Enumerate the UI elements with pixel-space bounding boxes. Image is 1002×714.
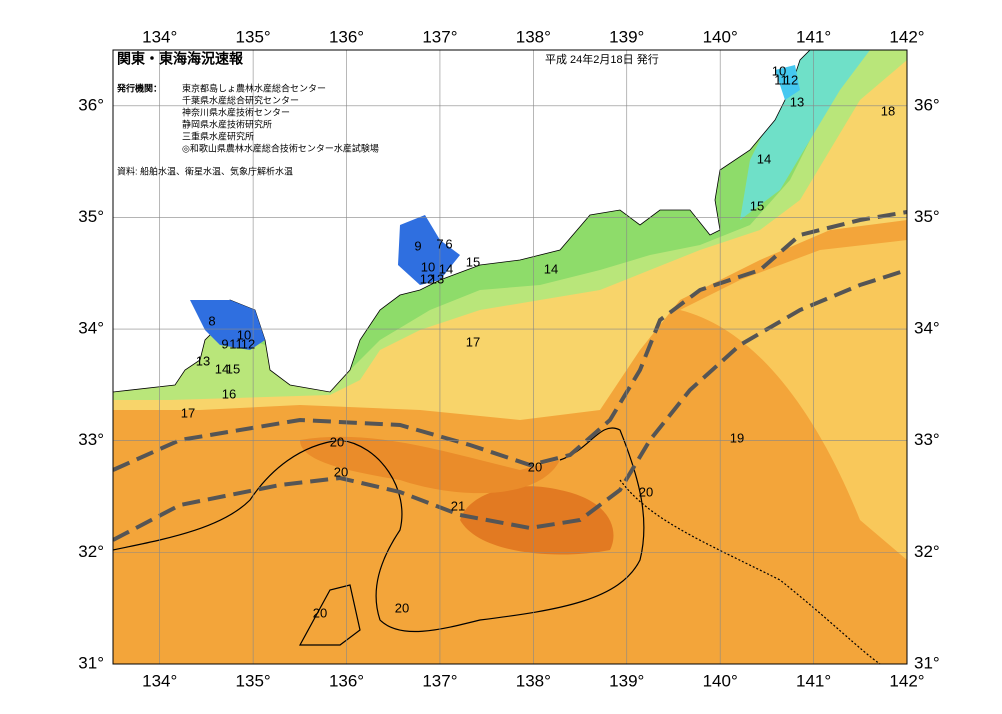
contour-label: 18 bbox=[881, 103, 895, 118]
lon-label-bottom: 136° bbox=[329, 671, 364, 690]
lat-label-right: 31° bbox=[914, 653, 940, 672]
lon-label-bottom: 134° bbox=[142, 671, 177, 690]
contour-label: 11 bbox=[774, 72, 788, 87]
issue-date: 平成 24年2月18日 発行 bbox=[545, 52, 659, 66]
osaka-bay bbox=[190, 300, 265, 350]
lat-label-left: 36° bbox=[78, 95, 104, 114]
publisher-name: 神奈川県水産技術センター bbox=[182, 106, 290, 117]
contours bbox=[113, 427, 881, 664]
lon-label-top: 140° bbox=[703, 27, 738, 46]
contour-label: 20 bbox=[528, 459, 542, 474]
lon-label-bottom: 141° bbox=[796, 671, 831, 690]
contour-label: 12 bbox=[420, 271, 434, 286]
contour-label: 10 bbox=[772, 63, 786, 78]
publisher-name: 千葉県水産総合研究センター bbox=[182, 94, 299, 105]
contour-label: 20 bbox=[395, 600, 409, 615]
publisher-label: 発行機関： bbox=[116, 82, 162, 93]
contour-label: 13 bbox=[196, 353, 210, 368]
contour-label: 17 bbox=[466, 334, 480, 349]
contour-label: 15 bbox=[466, 254, 480, 269]
contour-label: 14 bbox=[757, 151, 771, 166]
publisher-name: 東京都島しょ農林水産総合センター bbox=[182, 82, 326, 93]
contour-label: 9 bbox=[414, 238, 421, 253]
contour-label: 21 bbox=[451, 498, 465, 513]
frame bbox=[112, 49, 908, 665]
axis-labels: 134° 134° 135° 135° 136° 136° 137° 137° 138° 138°… bbox=[78, 27, 939, 690]
contour-label: 17 bbox=[181, 405, 195, 420]
lat-label-left: 31° bbox=[78, 653, 104, 672]
contour-20 bbox=[113, 427, 645, 633]
publisher-name: ◎和歌山県農林水産総合技術センター水産試験場 bbox=[182, 142, 379, 153]
graticule bbox=[113, 50, 907, 664]
lat-label-right: 36° bbox=[914, 95, 940, 114]
lat-label-right: 32° bbox=[914, 542, 940, 561]
contour-label: 12 bbox=[241, 336, 255, 351]
lon-label-bottom: 135° bbox=[236, 671, 271, 690]
contour-label: 20 bbox=[313, 605, 327, 620]
publisher-name: 三重県水産研究所 bbox=[182, 130, 254, 141]
lat-label-right: 33° bbox=[914, 430, 940, 449]
lon-label-bottom: 137° bbox=[422, 671, 457, 690]
lat-label-right: 35° bbox=[914, 207, 940, 226]
contour-label: 19 bbox=[730, 430, 744, 445]
sea-warm-core bbox=[460, 486, 614, 555]
contour-label: 11 bbox=[229, 336, 243, 351]
lon-label-top: 134° bbox=[142, 27, 177, 46]
lon-label-top: 141° bbox=[796, 27, 831, 46]
lon-label-top: 137° bbox=[422, 27, 457, 46]
contour-label: 10 bbox=[421, 259, 435, 274]
ise-bay bbox=[398, 215, 460, 285]
contour-label: 8 bbox=[208, 313, 215, 328]
lat-label-right: 34° bbox=[914, 319, 940, 338]
lon-label-top: 136° bbox=[329, 27, 364, 46]
contour-label: 10 bbox=[237, 327, 251, 342]
contour-label: 12 bbox=[784, 72, 798, 87]
contour-label: 14 bbox=[544, 261, 558, 276]
sea-cyan bbox=[740, 50, 870, 220]
lon-label-bottom: 138° bbox=[516, 671, 551, 690]
contour-label: 7 bbox=[436, 236, 443, 251]
sea-warm-patch bbox=[300, 436, 560, 494]
contour-label: 13 bbox=[790, 94, 804, 109]
contour-label: 20 bbox=[639, 484, 653, 499]
contour-label: 20 bbox=[330, 434, 344, 449]
lat-label-left: 33° bbox=[78, 430, 104, 449]
lon-label-top: 139° bbox=[609, 27, 644, 46]
lon-label-bottom: 142° bbox=[889, 671, 924, 690]
contour-label: 14 bbox=[215, 361, 229, 376]
tokyo-bay bbox=[775, 65, 800, 100]
contour-label: 6 bbox=[445, 236, 452, 251]
kuroshio-south bbox=[113, 268, 907, 542]
lat-label-left: 34° bbox=[78, 319, 104, 338]
lon-label-top: 142° bbox=[889, 27, 924, 46]
contour-label: 16 bbox=[222, 386, 236, 401]
lat-label-left: 32° bbox=[78, 542, 104, 561]
publisher-name: 静岡県水産技術研究所 bbox=[182, 118, 272, 129]
publisher-list: 東京都島しょ農林水産総合センター千葉県水産総合研究センター神奈川県水産技術センタ… bbox=[182, 82, 379, 153]
lon-label-bottom: 140° bbox=[703, 671, 738, 690]
lat-label-left: 35° bbox=[78, 207, 104, 226]
kuroshio-north bbox=[113, 210, 907, 472]
contour-label: 9 bbox=[221, 336, 228, 351]
contour-label: 15 bbox=[226, 361, 240, 376]
contour-label: 14 bbox=[439, 261, 453, 276]
contour-label: 15 bbox=[750, 198, 764, 213]
contour-20-west bbox=[298, 584, 361, 646]
lon-label-top: 138° bbox=[516, 27, 551, 46]
lon-label-bottom: 139° bbox=[609, 671, 644, 690]
contour-label: 20 bbox=[334, 464, 348, 479]
source: 資料: 船舶水温、衛星水温、気象庁解析水温 bbox=[117, 165, 293, 176]
title: 関東・東海海況速報 bbox=[117, 51, 244, 67]
lon-label-top: 135° bbox=[236, 27, 271, 46]
contour-label: 13 bbox=[430, 271, 444, 286]
sea-yellow-east bbox=[680, 240, 907, 560]
